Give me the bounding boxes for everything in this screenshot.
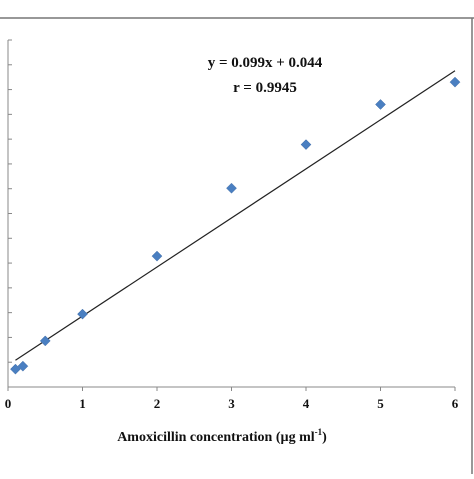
data-point — [226, 182, 237, 194]
data-point — [39, 335, 51, 347]
x-tick-label: 4 — [303, 396, 310, 411]
regression-equation: y = 0.099x + 0.044 — [208, 55, 323, 71]
x-axis-title-suffix: ) — [322, 430, 327, 445]
data-point — [449, 76, 461, 88]
data-point — [17, 360, 29, 372]
trendline — [15, 70, 456, 361]
x-tick-label: 6 — [452, 396, 459, 411]
plot-area: 0 1 2 3 4 5 6 — [5, 39, 461, 411]
correlation-coefficient: r = 0.9945 — [233, 80, 297, 96]
x-tick-label: 3 — [228, 396, 235, 411]
x-tick-label: 2 — [154, 396, 161, 411]
data-point — [77, 308, 88, 320]
x-tick-label: 1 — [79, 396, 86, 411]
data-point — [300, 139, 312, 150]
x-tick-label: 5 — [377, 396, 384, 411]
data-point — [151, 250, 163, 262]
data-point — [10, 363, 21, 375]
x-axis-title-main: Amoxicillin concentration (µg ml — [117, 430, 315, 445]
x-axis-title-superscript: -1 — [315, 427, 323, 437]
x-tick-label: 0 — [5, 396, 12, 411]
x-axis-title: Amoxicillin concentration (µg ml-1) — [117, 427, 327, 445]
data-point — [375, 99, 386, 110]
